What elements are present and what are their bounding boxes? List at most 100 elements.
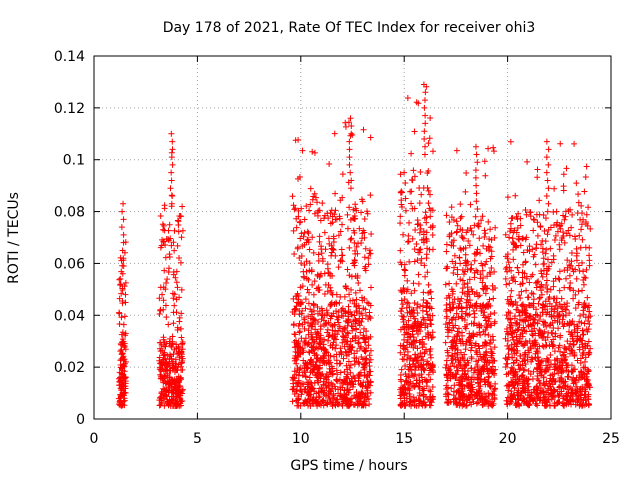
data-point: [478, 307, 485, 314]
data-point: [549, 343, 556, 350]
data-point: [296, 369, 303, 376]
data-point: [458, 247, 465, 254]
data-point: [352, 317, 359, 324]
data-point: [328, 249, 335, 256]
data-point: [575, 396, 582, 403]
data-point: [400, 231, 407, 238]
data-point: [168, 342, 175, 349]
data-point: [580, 349, 587, 356]
data-point: [446, 233, 453, 240]
data-point: [315, 212, 322, 219]
data-point: [303, 258, 310, 265]
data-point: [554, 355, 561, 362]
data-point: [361, 361, 368, 368]
data-point: [176, 314, 183, 321]
data-point: [573, 383, 580, 390]
data-point: [543, 154, 550, 161]
data-point: [582, 364, 589, 371]
data-point: [335, 319, 342, 326]
data-point: [423, 346, 430, 353]
data-point: [355, 340, 362, 347]
data-point: [157, 213, 164, 220]
data-point: [519, 280, 526, 287]
data-point: [587, 313, 594, 320]
data-point: [504, 342, 511, 349]
data-point: [336, 213, 343, 220]
data-point: [354, 394, 361, 401]
data-point: [397, 395, 404, 402]
y-axis-label: ROTI / TECUs: [6, 192, 22, 284]
y-tick-label: 0.1: [63, 153, 85, 169]
data-point: [175, 228, 182, 235]
data-point: [347, 185, 354, 192]
data-point: [492, 224, 499, 231]
data-point: [452, 260, 459, 267]
data-point: [462, 251, 469, 258]
data-point: [473, 300, 480, 307]
data-point: [177, 259, 184, 266]
data-point: [117, 281, 124, 288]
data-point: [508, 322, 515, 329]
data-point: [362, 338, 369, 345]
data-point: [346, 146, 353, 153]
data-point: [545, 146, 552, 153]
data-point: [402, 180, 409, 187]
data-point: [525, 367, 532, 374]
data-point: [532, 341, 539, 348]
data-point: [530, 315, 537, 322]
data-point: [460, 390, 467, 397]
data-point: [543, 378, 550, 385]
data-point: [419, 307, 426, 314]
data-point: [165, 321, 172, 328]
data-point: [420, 391, 427, 398]
data-point: [310, 307, 317, 314]
chart-title: Day 178 of 2021, Rate Of TEC Index for r…: [163, 20, 536, 36]
data-point: [421, 350, 428, 357]
data-point: [510, 239, 517, 246]
data-point: [545, 200, 552, 207]
data-point: [397, 247, 404, 254]
data-point: [545, 161, 552, 168]
data-point: [168, 242, 175, 249]
data-point: [560, 385, 567, 392]
data-point: [292, 305, 299, 312]
data-point: [315, 287, 322, 294]
data-point: [483, 258, 490, 265]
data-point: [511, 347, 518, 354]
data-point: [443, 295, 450, 302]
data-point: [559, 362, 566, 369]
data-point: [531, 217, 538, 224]
data-point: [342, 119, 349, 126]
data-point: [520, 342, 527, 349]
data-point: [346, 204, 353, 211]
data-point: [535, 300, 542, 307]
data-point: [309, 400, 316, 407]
data-point: [564, 396, 571, 403]
data-point: [398, 297, 405, 304]
data-point: [503, 328, 510, 335]
x-tick-label: 0: [90, 431, 99, 447]
data-point: [550, 252, 557, 259]
data-point: [310, 302, 317, 309]
data-point: [408, 176, 415, 183]
data-point: [351, 215, 358, 222]
data-point: [346, 244, 353, 251]
data-point: [526, 313, 533, 320]
data-point: [304, 237, 311, 244]
data-point: [507, 369, 514, 376]
data-point: [457, 276, 464, 283]
data-point: [480, 301, 487, 308]
data-point: [470, 307, 477, 314]
data-point: [546, 263, 553, 270]
data-point: [485, 247, 492, 254]
data-point: [460, 375, 467, 382]
data-point: [120, 372, 127, 379]
data-point: [457, 362, 464, 369]
data-point: [366, 362, 373, 369]
data-point: [165, 402, 172, 409]
data-point: [517, 215, 524, 222]
x-axis-label: GPS time / hours: [290, 458, 407, 474]
data-point: [518, 302, 525, 309]
data-point: [333, 216, 340, 223]
data-point: [456, 300, 463, 307]
